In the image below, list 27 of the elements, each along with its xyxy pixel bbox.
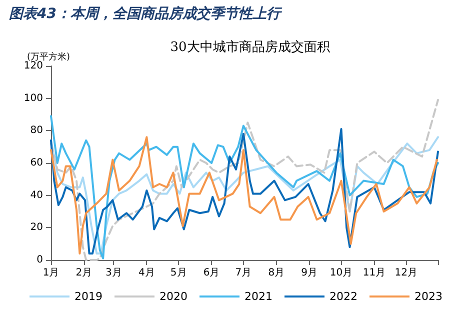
y-tick-label: 80 [30,125,43,136]
y-tick-label: 60 [30,158,43,168]
x-tick-label: 8月 [268,268,285,278]
x-tick-label: 3月 [106,268,122,278]
y-tick-label: 20 [30,222,43,234]
x-tick-label: 1月 [42,268,60,278]
legend-label: 2022 [329,290,358,303]
chart-title: 图表43：本周，全国商品房成交季节性上行 [9,5,282,22]
legend-label: 2020 [160,290,188,303]
x-tick-label: 9月 [301,268,318,278]
chart-subtitle: 30大中城市商品房成交面积 [170,39,330,55]
legend-label: 2023 [414,290,442,303]
legend-label: 2021 [244,290,273,303]
x-tick-label: 2月 [76,268,92,278]
y-tick-label: 100 [24,92,43,104]
x-tick-label: 10月 [330,268,353,278]
y-tick-label: 40 [30,190,43,201]
x-tick-label: 5月 [170,268,187,278]
y-tick-label: 0 [36,254,43,266]
x-tick-label: 6月 [203,268,220,278]
x-tick-label: 4月 [138,268,155,278]
y-tick-label: 120 [24,60,43,72]
x-tick-label: 12月 [394,268,418,278]
x-tick-label: 7月 [235,268,252,278]
legend-label: 2019 [74,290,103,303]
y-axis-title: (万平方米) [27,52,70,62]
x-tick-label: 11月 [362,268,386,278]
